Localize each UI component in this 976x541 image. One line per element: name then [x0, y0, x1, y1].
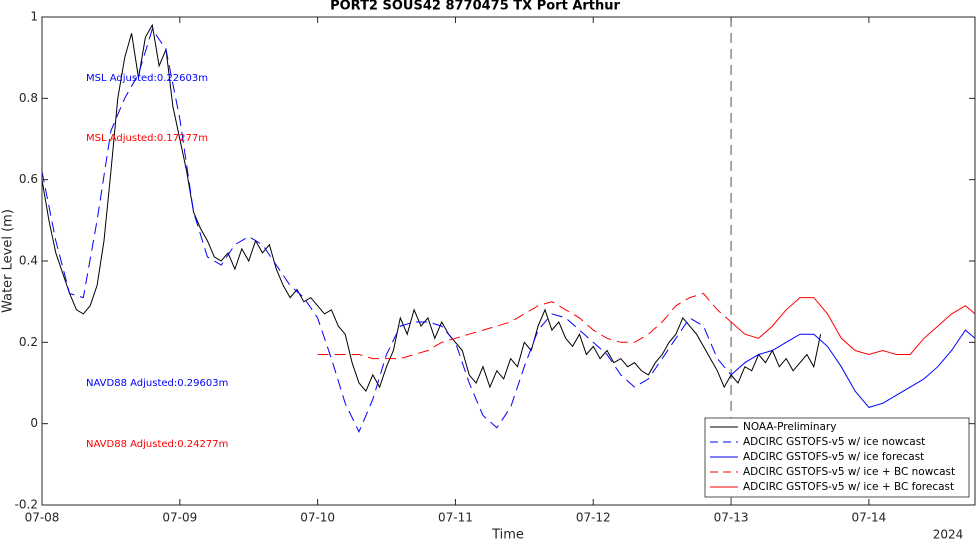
annotation: MSL Adjusted:0.22603m [86, 73, 208, 84]
y-tick-label: 0.4 [19, 254, 38, 268]
series-line [41, 23, 822, 393]
x-tick-label: 07-14 [851, 511, 886, 525]
y-tick-label: 0.6 [19, 172, 38, 186]
x-tick-label: 07-11 [438, 511, 473, 525]
series-line [317, 292, 732, 360]
legend-label: ADCIRC GSTOFS-v5 w/ ice + BC nowcast [743, 466, 955, 478]
legend-label: NOAA-Preliminary [743, 421, 836, 433]
chart-title: PORT2 SOUS42 8770475 TX Port Arthur [330, 0, 620, 14]
x-axis-label: Time [491, 528, 524, 541]
annotation: NAVD88 Adjusted:0.24277m [86, 439, 228, 450]
x-tick-label: 07-12 [576, 511, 611, 525]
y-tick-label: -0.2 [15, 498, 38, 512]
annotation: MSL Adjusted:0.17277m [86, 133, 208, 144]
axes-box [41, 16, 976, 506]
series-line [41, 28, 732, 434]
legend-label: ADCIRC GSTOFS-v5 w/ ice nowcast [743, 436, 925, 448]
y-tick-label: 0.8 [19, 91, 38, 105]
legend-label: ADCIRC GSTOFS-v5 w/ ice forecast [743, 451, 924, 463]
year-label: 2024 [933, 528, 964, 541]
legend-box [704, 417, 970, 498]
y-tick-label: 0 [30, 416, 38, 430]
series-line [730, 329, 976, 408]
legend: NOAA-Preliminary ADCIRC GSTOFS-v5 w/ ice … [704, 417, 970, 498]
x-tick-label: 07-08 [25, 511, 60, 525]
x-tick-label: 07-10 [300, 511, 335, 525]
annotation: NAVD88 Adjusted:0.29603m [86, 378, 228, 389]
legend-label: ADCIRC GSTOFS-v5 w/ ice + BC forecast [743, 481, 954, 493]
series-line [730, 297, 976, 356]
x-tick-label: 07-09 [162, 511, 197, 525]
y-tick-label: 0.2 [19, 335, 38, 349]
x-tick-label: 07-13 [714, 511, 749, 525]
y-axis-label: Water Level (m) [1, 209, 16, 313]
y-tick-label: 1 [30, 10, 38, 24]
